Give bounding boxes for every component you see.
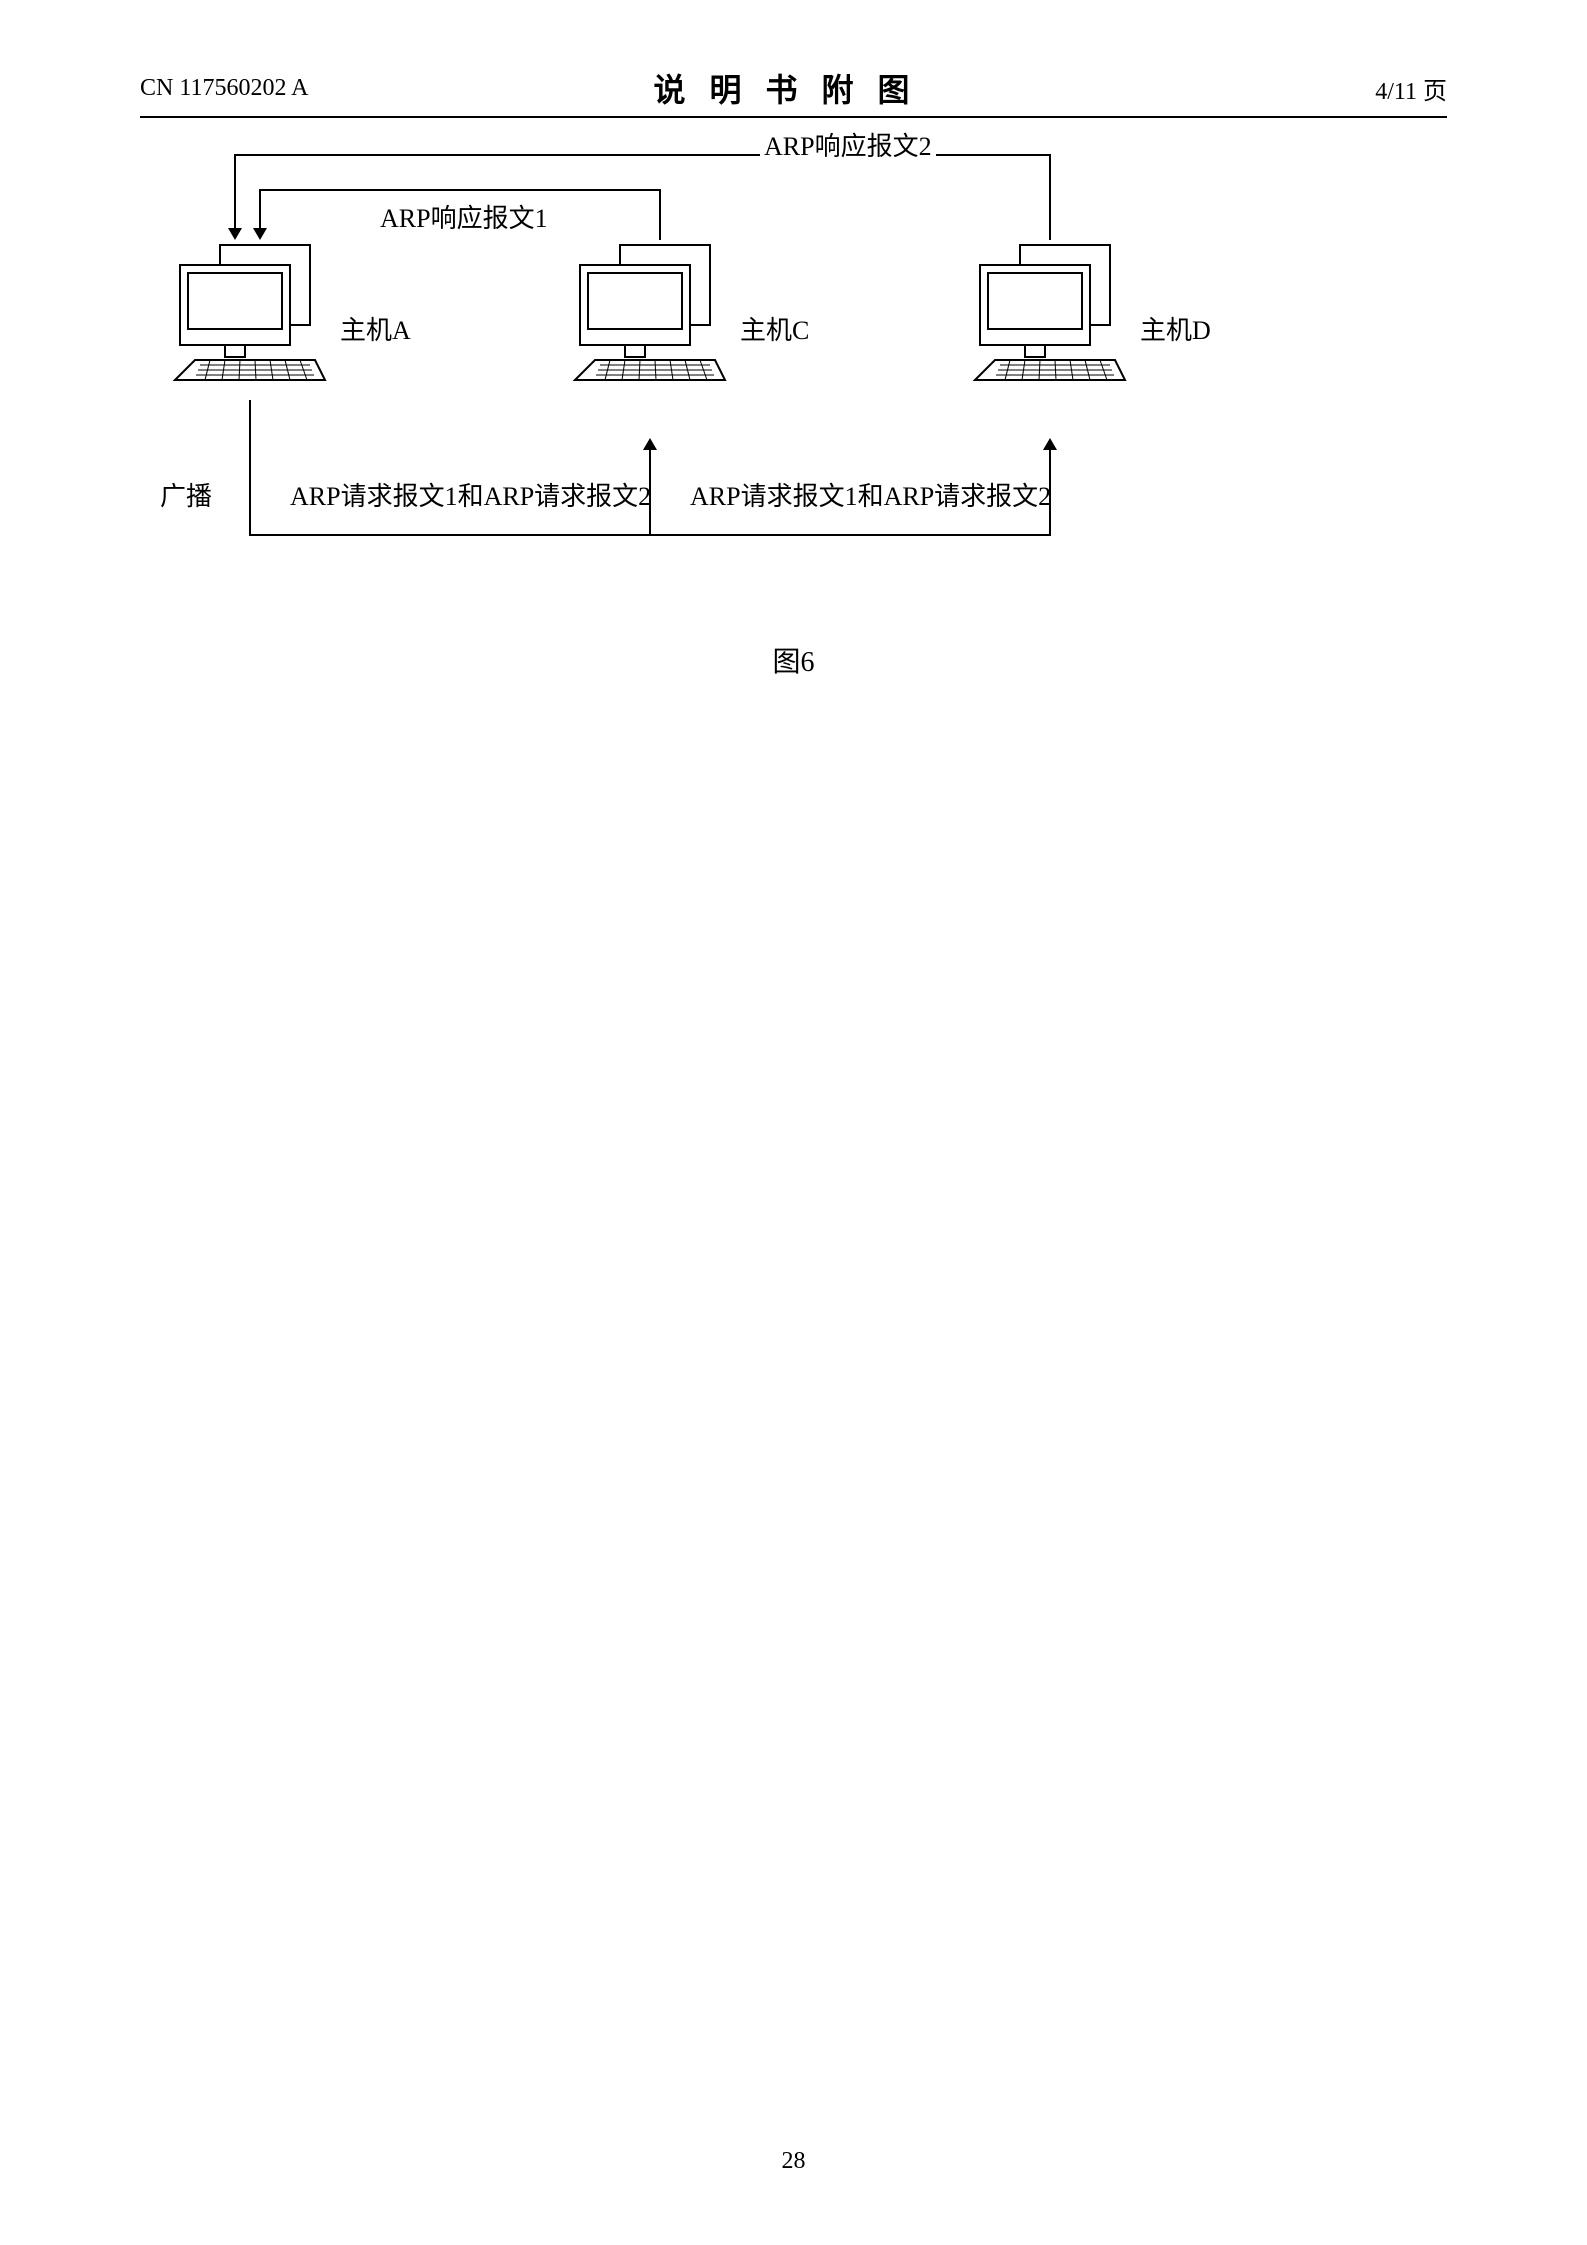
- label-resp2: ARP响应报文2: [760, 126, 936, 163]
- arrowhead-broadcast-d: [1043, 438, 1057, 450]
- host-c-icon: [570, 240, 730, 390]
- label-resp1: ARP响应报文1: [380, 198, 548, 235]
- page-header: CN 117560202 A 说明书附图 4/11 页: [140, 68, 1447, 118]
- label-broadcast: 广播: [160, 476, 212, 513]
- host-a-icon: [170, 240, 330, 390]
- figure-caption: 图6: [0, 640, 1587, 680]
- network-diagram: 主机A 主机C: [140, 140, 1447, 620]
- arrow-resp2: [235, 155, 1050, 240]
- arrowhead-resp2: [228, 228, 242, 240]
- host-a-label: 主机A: [340, 310, 411, 347]
- host-d-label: 主机D: [1140, 310, 1211, 347]
- page-info: 4/11 页: [1375, 71, 1447, 106]
- arrowhead-broadcast-c: [643, 438, 657, 450]
- arrows-layer: [140, 140, 1447, 620]
- label-req-cd: ARP请求报文1和ARP请求报文2: [690, 476, 1051, 513]
- page-number: 28: [0, 2148, 1587, 2175]
- host-d-icon: [970, 240, 1130, 390]
- label-req-ac: ARP请求报文1和ARP请求报文2: [290, 476, 651, 513]
- document-id: CN 117560202 A: [140, 75, 308, 102]
- arrowhead-resp1: [253, 228, 267, 240]
- host-c-label: 主机C: [740, 310, 809, 347]
- section-title: 说明书附图: [653, 65, 933, 111]
